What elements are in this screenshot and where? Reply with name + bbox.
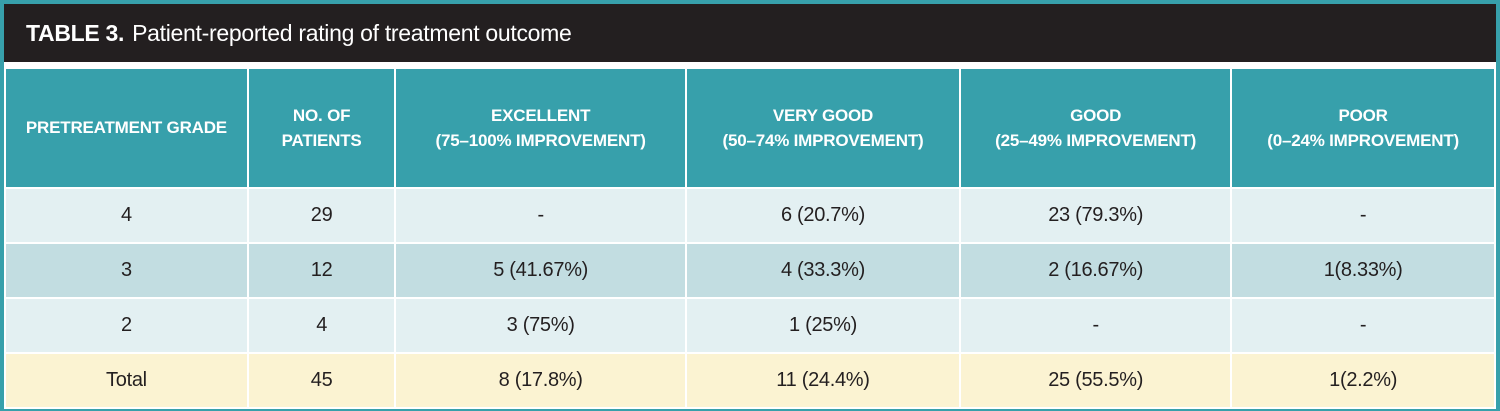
column-header-line: POOR bbox=[1338, 105, 1388, 125]
table-cell: 29 bbox=[246, 187, 397, 244]
column-header-line: PATIENTS bbox=[281, 131, 362, 150]
table-header-row: PRETREATMENT GRADE NO. OF PATIENTS EXCELLEN… bbox=[4, 67, 1496, 189]
table-cell: 4 (33.3%) bbox=[684, 242, 962, 299]
column-header-line: (0–24% IMPROVEMENT) bbox=[1267, 131, 1459, 150]
table-header: PRETREATMENT GRADE NO. OF PATIENTS EXCELLEN… bbox=[4, 67, 1496, 189]
table-cell: Total bbox=[4, 352, 249, 409]
table-title-text: Patient-reported rating of treatment out… bbox=[132, 19, 572, 46]
table-cell: - bbox=[394, 187, 687, 244]
column-header-line: PRETREATMENT GRADE bbox=[25, 118, 227, 138]
outcome-table: PRETREATMENT GRADE NO. OF PATIENTS EXCELLEN… bbox=[4, 67, 1496, 409]
table-cell: 1 (25%) bbox=[684, 297, 962, 354]
column-header-line: (25–49% IMPROVEMENT) bbox=[995, 131, 1197, 150]
table-cell: 12 bbox=[246, 242, 397, 299]
column-header-excellent: EXCELLENT (75–100% IMPROVEMENT) bbox=[394, 67, 687, 189]
table-cell: 4 bbox=[4, 187, 249, 244]
table-cell: - bbox=[1230, 187, 1496, 244]
column-header-line: VERY GOOD bbox=[772, 105, 874, 125]
table-cell: 11 (24.4%) bbox=[684, 352, 962, 409]
table-row: 3 12 5 (41.67%) 4 (33.3%) 2 (16.67%) 1(8.33%) bbox=[4, 242, 1496, 299]
table-cell: 1(8.33%) bbox=[1230, 242, 1496, 299]
column-header-line: (50–74% IMPROVEMENT) bbox=[722, 131, 924, 150]
column-header-pretreatment-grade: PRETREATMENT GRADE bbox=[4, 67, 249, 189]
table-cell: - bbox=[959, 297, 1233, 354]
column-header-good: GOOD (25–49% IMPROVEMENT) bbox=[959, 67, 1233, 189]
table-title-bar: TABLE 3. Patient-reported rating of trea… bbox=[4, 4, 1496, 62]
table-cell: - bbox=[1230, 297, 1496, 354]
table-cell: 8 (17.8%) bbox=[394, 352, 687, 409]
table-cell: 4 bbox=[246, 297, 397, 354]
table-cell: 6 (20.7%) bbox=[684, 187, 962, 244]
table-cell: 25 (55.5%) bbox=[959, 352, 1233, 409]
table-cell: 23 (79.3%) bbox=[959, 187, 1233, 244]
table-title-prefix: TABLE 3. bbox=[26, 19, 125, 46]
table-cell: 3 (75%) bbox=[394, 297, 687, 354]
table-area: PRETREATMENT GRADE NO. OF PATIENTS EXCELLEN… bbox=[4, 67, 1496, 409]
column-header-line: GOOD bbox=[1070, 105, 1122, 125]
column-header-line: EXCELLENT bbox=[491, 105, 591, 125]
table-cell: 3 bbox=[4, 242, 249, 299]
column-header-no-of-patients: NO. OF PATIENTS bbox=[246, 67, 397, 189]
table-row-total: Total 45 8 (17.8%) 11 (24.4%) 25 (55.5%) 1(2.… bbox=[4, 352, 1496, 409]
column-header-poor: POOR (0–24% IMPROVEMENT) bbox=[1230, 67, 1496, 189]
column-header-line: NO. OF bbox=[292, 105, 351, 125]
table-cell: 5 (41.67%) bbox=[394, 242, 687, 299]
table-cell: 2 bbox=[4, 297, 249, 354]
table-body: 4 29-6 (20.7%) 23 (79.3%) -3 12 5 (41.67%) 4 (… bbox=[4, 187, 1496, 409]
table-cell: 2 (16.67%) bbox=[959, 242, 1233, 299]
column-header-line: (75–100% IMPROVEMENT) bbox=[435, 131, 646, 150]
table-row: 4 29-6 (20.7%) 23 (79.3%) - bbox=[4, 187, 1496, 244]
column-header-very-good: VERY GOOD (50–74% IMPROVEMENT) bbox=[684, 67, 962, 189]
table-cell: 1(2.2%) bbox=[1230, 352, 1496, 409]
table-cell: 45 bbox=[246, 352, 397, 409]
